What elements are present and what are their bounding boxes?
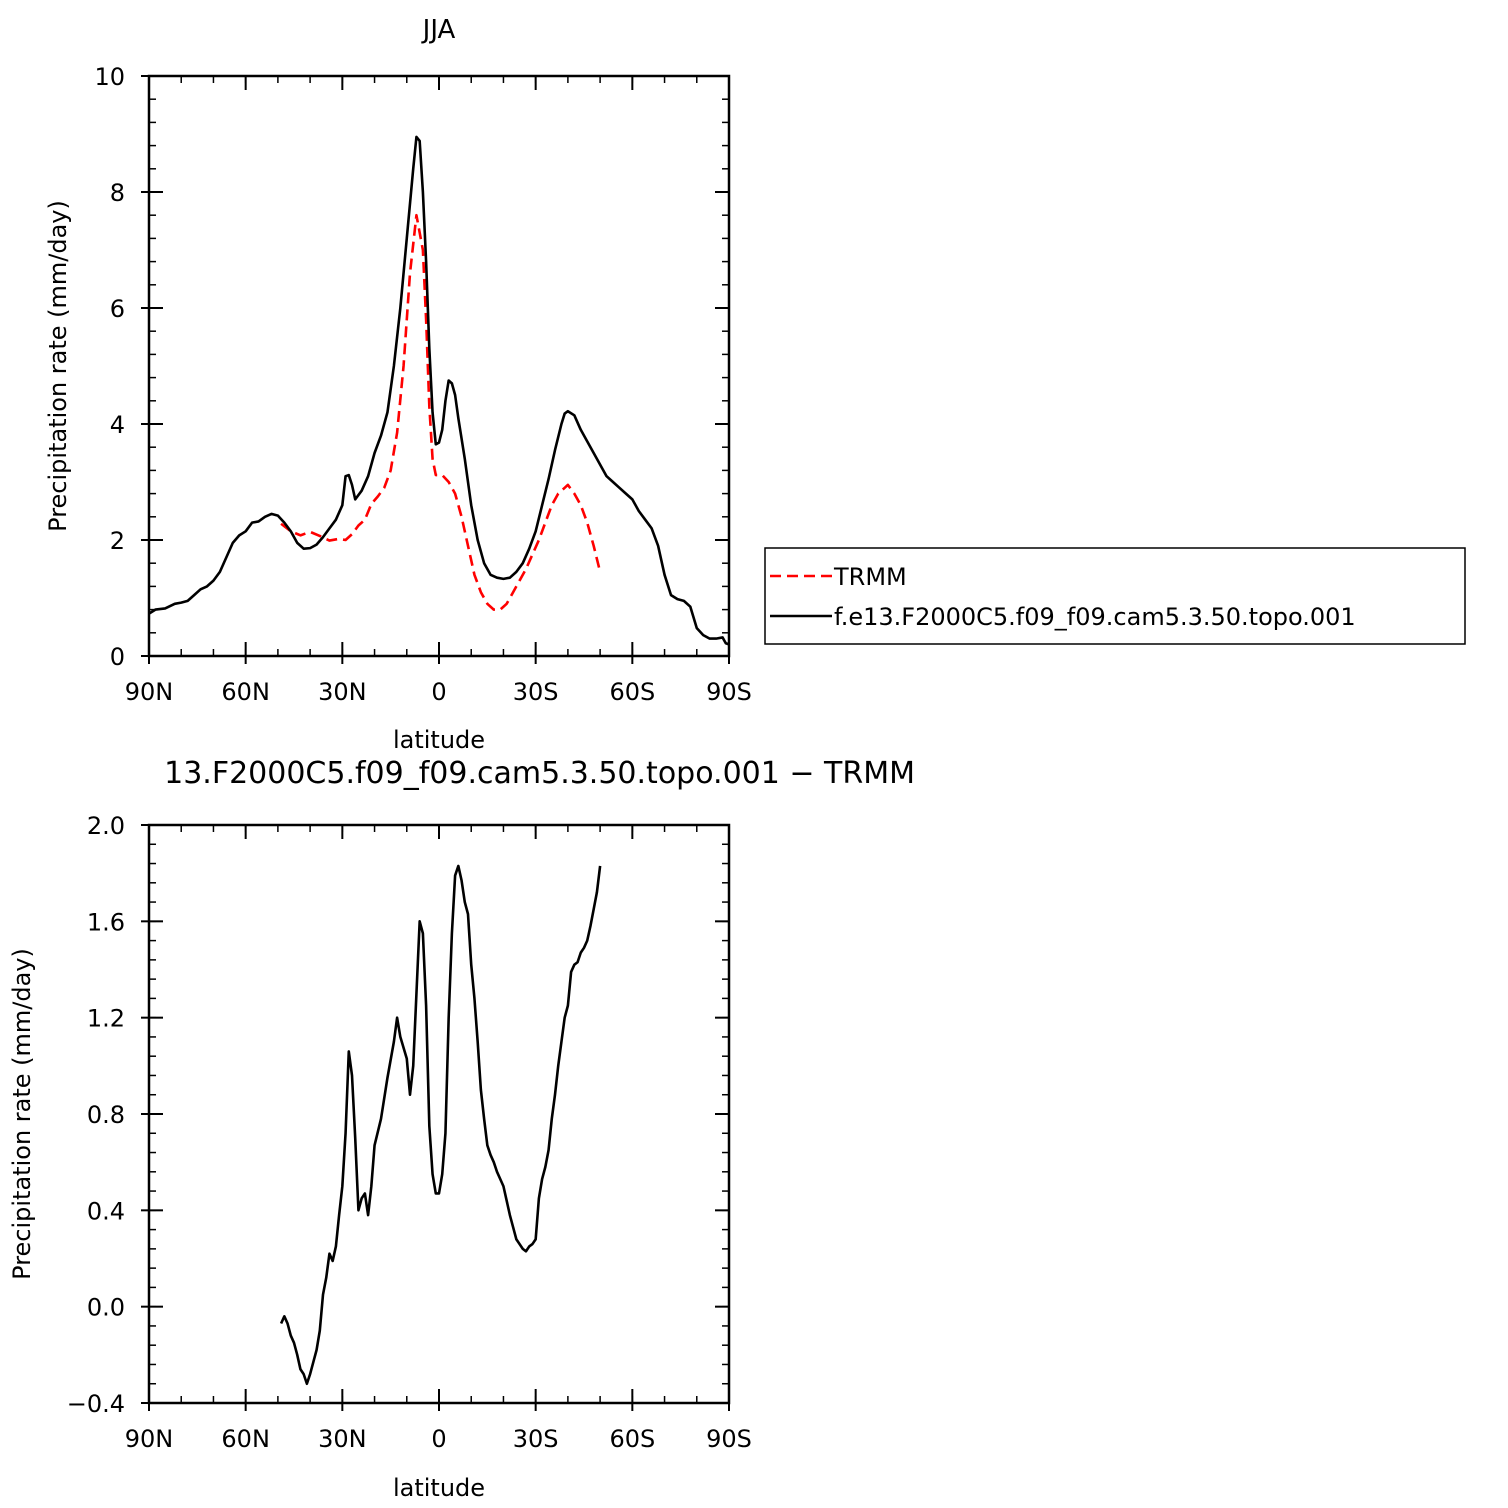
top-panel-x-tick-label: 60S (609, 678, 655, 706)
bottom-panel-y-tick-label: 1.6 (87, 908, 125, 936)
bottom-panel-y-tick-label: 2.0 (87, 812, 125, 840)
top-panel-y-tick-label: 8 (110, 179, 125, 207)
bottom-panel-x-axis-label: latitude (393, 1474, 485, 1502)
bottom-panel: 13.F2000C5.f09_f09.cam5.3.50.topo.001 − … (8, 756, 915, 1502)
legend-label-model: f.e13.F2000C5.f09_f09.cam5.3.50.topo.001 (834, 603, 1356, 631)
top-panel-frame (147, 74, 731, 658)
top-panel-x-tick-label: 0 (431, 678, 446, 706)
top-panel-x-tick-label: 30S (513, 678, 559, 706)
bottom-panel-frame (147, 823, 731, 1405)
top-panel-y-tick-label: 2 (110, 527, 125, 555)
top-panel: JJA Precipitation rate (mm/day) latitude… (44, 15, 752, 754)
top-panel-series-line-0 (280, 213, 602, 611)
bottom-panel-y-tick-label: −0.4 (67, 1390, 125, 1418)
top-panel-y-tick-label: 6 (110, 295, 125, 323)
bottom-panel-x-tick-label: 90N (125, 1425, 174, 1453)
bottom-panel-x-tick-label: 0 (431, 1425, 446, 1453)
top-panel-title: JJA (421, 15, 456, 45)
bottom-panel-y-axis-label: Precipitation rate (mm/day) (8, 948, 36, 1280)
bottom-panel-x-tick-label: 90S (706, 1425, 752, 1453)
legend-label-trmm: TRMM (833, 563, 907, 591)
top-panel-series (148, 135, 730, 646)
bottom-panel-x-tick-label: 60N (221, 1425, 270, 1453)
top-panel-y-tick-label: 4 (110, 411, 125, 439)
legend: TRMM f.e13.F2000C5.f09_f09.cam5.3.50.top… (764, 547, 1466, 645)
top-panel-series-line-1 (148, 135, 730, 646)
bottom-panel-ticks: 90N 60N 30N 0 30S 60S 90S −0.4 0.0 0.4 0.8 1.2 1.6 2.… (67, 812, 752, 1453)
top-panel-x-tick-label: 30N (318, 678, 367, 706)
bottom-panel-series-line-0 (279, 864, 602, 1386)
top-panel-x-tick-label: 90S (706, 678, 752, 706)
bottom-panel-y-tick-label: 0.8 (87, 1101, 125, 1129)
top-panel-y-tick-label: 0 (110, 643, 125, 671)
top-panel-x-tick-label: 90N (125, 678, 174, 706)
bottom-panel-title: 13.F2000C5.f09_f09.cam5.3.50.topo.001 − … (164, 756, 915, 791)
bottom-panel-y-tick-label: 0.0 (87, 1294, 125, 1322)
top-panel-x-tick-label: 60N (221, 678, 270, 706)
legend-box (764, 547, 1466, 645)
bottom-panel-y-tick-label: 0.4 (87, 1197, 125, 1225)
bottom-panel-series (279, 864, 602, 1386)
bottom-panel-y-tick-label: 1.2 (87, 1005, 125, 1033)
bottom-panel-x-tick-label: 30N (318, 1425, 367, 1453)
top-panel-ticks: 90N 60N 30N 0 30S 60S 90S 0 2 4 6 8 10 (94, 63, 751, 706)
bottom-panel-x-tick-label: 30S (513, 1425, 559, 1453)
bottom-panel-x-tick-label: 60S (609, 1425, 655, 1453)
top-panel-x-axis-label: latitude (393, 726, 485, 754)
top-panel-y-axis-label: Precipitation rate (mm/day) (44, 200, 72, 532)
top-panel-y-tick-label: 10 (94, 63, 125, 91)
